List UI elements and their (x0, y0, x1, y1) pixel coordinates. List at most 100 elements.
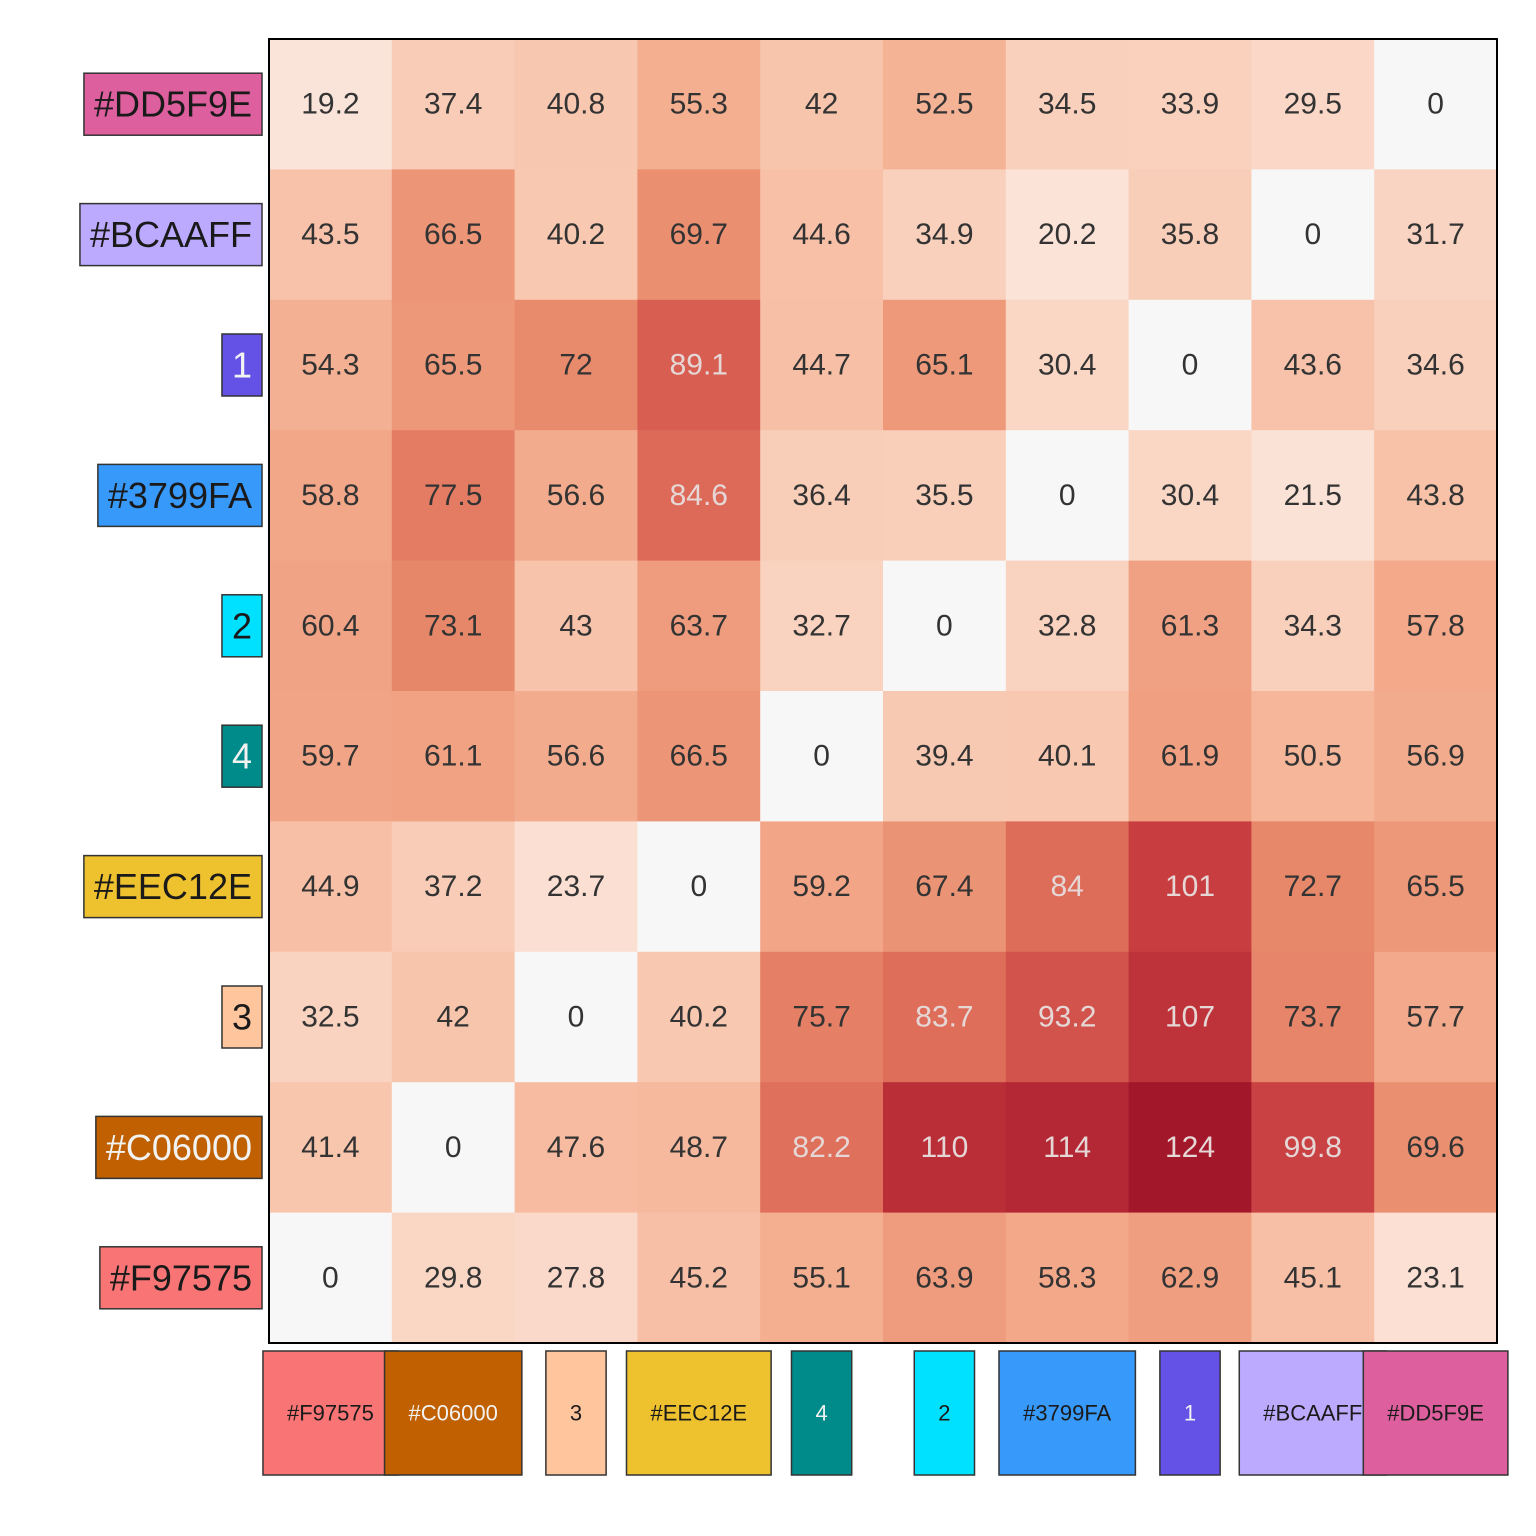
cell-value-label: 39.4 (915, 740, 973, 773)
cell-value-label: 20.2 (1038, 218, 1096, 251)
heatmap-cell (514, 39, 638, 170)
cell-value-label: 69.6 (1406, 1131, 1464, 1164)
cell-value-label: 44.9 (301, 870, 359, 903)
row-label-text: 2 (232, 605, 252, 646)
heatmap-cell (1005, 560, 1130, 692)
heatmap-cell (1005, 1082, 1130, 1214)
column-label-text: #C06000 (409, 1401, 498, 1426)
heatmap-cell (883, 299, 1007, 431)
cell-value-label: 60.4 (301, 609, 359, 642)
heatmap-cell (883, 951, 1007, 1083)
cell-value-label: 42 (437, 1001, 470, 1034)
heatmap-cell (391, 299, 516, 431)
cell-value-label: 50.5 (1284, 740, 1342, 773)
column-label-box (383, 1350, 523, 1476)
cell-value-label: 61.9 (1161, 740, 1219, 773)
cell-value-label: 72.7 (1284, 870, 1342, 903)
heatmap-cell (391, 39, 516, 170)
heatmap-cell (269, 299, 393, 431)
cell-value-label: 57.8 (1406, 609, 1464, 642)
heatmap-cell (1005, 299, 1130, 431)
cell-value-label: 57.7 (1406, 1001, 1464, 1034)
row-label-box (221, 594, 263, 658)
column-label-text: 3 (570, 1401, 582, 1426)
heatmap-cell (883, 691, 1007, 822)
cell-value-label: 43.5 (301, 218, 359, 251)
cell-value-label: 65.5 (424, 349, 482, 382)
cell-value-label: 23.1 (1406, 1261, 1464, 1294)
column-label-box (262, 1350, 399, 1476)
heatmap-cell (760, 821, 884, 953)
heatmap-cell (391, 691, 516, 822)
heatmap-cell (391, 1212, 516, 1344)
heatmap-cell (391, 951, 516, 1083)
heatmap-cell (1374, 691, 1498, 822)
heatmap-cell (883, 1082, 1007, 1214)
cell-value-label: 27.8 (547, 1261, 605, 1294)
heatmap-cell (1128, 169, 1252, 301)
row-label-text: 1 (232, 345, 252, 386)
cell-value-label: 83.7 (915, 1001, 973, 1034)
heatmap-cell (391, 1082, 516, 1214)
heatmap-cell (269, 691, 393, 822)
row-label-text: #3799FA (108, 475, 252, 516)
cell-value-label: 82.2 (792, 1131, 850, 1164)
cell-value-label: 47.6 (547, 1131, 605, 1164)
row-label-box (221, 333, 263, 397)
heatmap-cell (269, 169, 393, 301)
heatmap-cells: 19.2 37.4 40.8 55.3 42 52.5 34.5 33.9 29.5 0 43.5 6… (269, 39, 1498, 1344)
cell-value-label: 34.6 (1406, 349, 1464, 382)
cell-value-label: 40.8 (547, 88, 605, 121)
cell-value-label: 114 (1043, 1131, 1091, 1164)
heatmap-cell (1374, 1212, 1498, 1344)
cell-value-label: 59.7 (301, 740, 359, 773)
cell-value-label: 55.3 (670, 88, 728, 121)
cell-value-label: 110 (920, 1131, 968, 1164)
cell-value-label: 29.5 (1284, 88, 1342, 121)
column-label-box (790, 1350, 853, 1476)
heatmap-cell (637, 951, 761, 1083)
cell-value-label: 73.1 (424, 609, 482, 642)
row-label-3799fa: #3799FA (97, 463, 263, 528)
heatmap-cell (637, 169, 761, 301)
heatmap-cell (1128, 39, 1252, 170)
cell-value-label: 48.7 (670, 1131, 728, 1164)
heatmap-cell (637, 821, 761, 953)
cell-value-label: 65.1 (915, 349, 973, 382)
heatmap-cell (1128, 951, 1252, 1083)
cell-value-label: 72 (559, 349, 592, 382)
heatmap-cell (514, 299, 638, 431)
heatmap-cell (1251, 691, 1375, 822)
cell-value-label: 67.4 (915, 870, 973, 903)
cell-value-label: 35.8 (1161, 218, 1219, 251)
column-label-2: 2 (913, 1350, 976, 1476)
heatmap-cell (1128, 430, 1252, 562)
row-label-box (221, 985, 263, 1049)
heatmap-cell (514, 1082, 638, 1214)
cell-value-label: 0 (1427, 88, 1444, 121)
cell-value-label: 43.6 (1284, 349, 1342, 382)
cell-value-label: 0 (1059, 479, 1076, 512)
heatmap-cell (637, 430, 761, 562)
heatmap-cell (269, 1082, 393, 1214)
heatmap-cell (1374, 1082, 1498, 1214)
heatmap-cell (514, 691, 638, 822)
heatmap-cell (883, 560, 1007, 692)
heatmap-cell (883, 169, 1007, 301)
column-label-f97575: #F97575 (262, 1350, 399, 1476)
heatmap-cell (1128, 1082, 1252, 1214)
cell-value-label: 0 (445, 1131, 462, 1164)
heatmap-cell (1374, 560, 1498, 692)
cell-value-label: 65.5 (1406, 870, 1464, 903)
heatmap-cell (1251, 1212, 1375, 1344)
cell-value-label: 34.3 (1284, 609, 1342, 642)
cell-value-label: 31.7 (1406, 218, 1464, 251)
cell-value-label: 45.2 (670, 1261, 728, 1294)
cell-value-label: 23.7 (547, 870, 605, 903)
heatmap-cell (760, 430, 884, 562)
heatmap-cell (637, 560, 761, 692)
cell-value-label: 58.8 (301, 479, 359, 512)
cell-value-label: 34.9 (915, 218, 973, 251)
cell-value-label: 0 (568, 1001, 585, 1034)
